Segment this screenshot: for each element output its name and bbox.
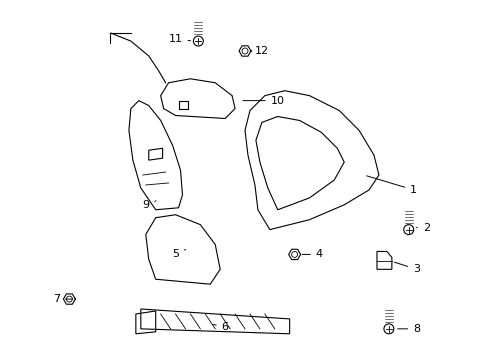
Text: 2: 2 xyxy=(416,222,430,233)
Text: 7: 7 xyxy=(53,294,73,304)
Text: 3: 3 xyxy=(394,262,420,274)
Text: 6: 6 xyxy=(213,322,229,332)
Text: 8: 8 xyxy=(397,324,420,334)
Text: 4: 4 xyxy=(302,249,323,260)
Text: 9: 9 xyxy=(142,200,156,210)
Text: 1: 1 xyxy=(367,176,417,195)
Text: 11: 11 xyxy=(169,34,191,44)
Text: 12: 12 xyxy=(251,46,269,56)
Text: 5: 5 xyxy=(172,249,185,260)
Text: 10: 10 xyxy=(243,96,285,105)
